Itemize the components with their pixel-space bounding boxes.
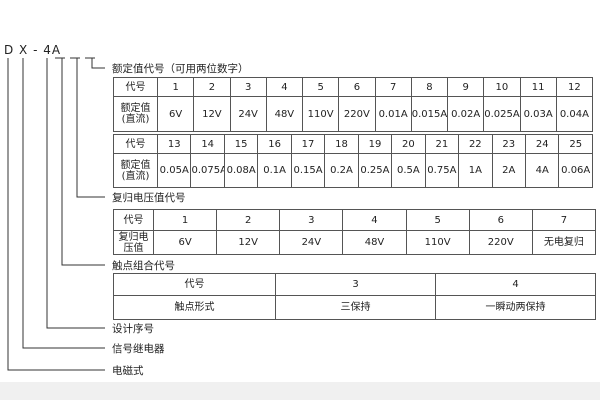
value-cell: 110V xyxy=(301,96,340,132)
code-cell: 6 xyxy=(338,77,376,97)
value-cell: 0.75A xyxy=(424,153,460,188)
value-cell: 220V xyxy=(468,230,533,255)
code-cell: 16 xyxy=(257,134,292,154)
code-cell: 3 xyxy=(229,77,267,97)
rated-label: 额定值代号（可用两位数字） xyxy=(112,63,249,75)
code-cell: 2 xyxy=(193,77,231,97)
design-label: 设计序号 xyxy=(112,323,154,335)
reset-label: 复归电压值代号 xyxy=(112,192,186,204)
code-cell: 1 xyxy=(152,209,218,231)
bottom-strip xyxy=(0,382,600,400)
em-label: 电磁式 xyxy=(112,365,144,377)
value-cell: 0.15A xyxy=(290,153,326,188)
code-cell: 5 xyxy=(405,209,470,231)
code-cell: 22 xyxy=(458,134,493,154)
value-cell: 48V xyxy=(265,96,304,132)
value-cell: 12V xyxy=(193,96,231,132)
code-cell: 3 xyxy=(279,209,344,231)
value-cell: 0.08A xyxy=(223,153,259,188)
value-cell: 110V xyxy=(405,230,470,255)
value-cell: 24V xyxy=(229,96,267,132)
code-cell: 1 xyxy=(156,77,195,97)
value-cell: 6V xyxy=(156,96,195,132)
value-cell: 220V xyxy=(338,96,376,132)
rated-table-2: 代号 13 14 15 16 17 18 19 20 21 22 23 24 25 额定值 (直流) 0.05… xyxy=(113,134,593,188)
code-cell: 21 xyxy=(424,134,460,154)
row-label-cell: 额定值 (直流) xyxy=(113,96,158,132)
header-cell: 代号 xyxy=(113,77,158,97)
code-cell: 24 xyxy=(524,134,560,154)
code-cell: 4 xyxy=(342,209,407,231)
code-cell: 13 xyxy=(156,134,192,154)
value-cell: 0.02A xyxy=(446,96,485,132)
row-label-cell: 复归电压值 xyxy=(113,230,154,255)
code-cell: 6 xyxy=(468,209,533,231)
code-cell: 3 xyxy=(275,273,436,296)
value-cell: 0.025A xyxy=(483,96,521,132)
code-cell: 23 xyxy=(491,134,526,154)
value-cell: 0.06A xyxy=(558,153,593,188)
code-cell: 18 xyxy=(324,134,359,154)
rated-table-1: 代号 1 2 3 4 5 6 7 8 9 10 11 12 额定值 (直流) 6V 12V 24V 48V 110V… xyxy=(113,77,594,132)
value-cell: 0.1A xyxy=(257,153,292,188)
value-cell: 一瞬动两保持 xyxy=(435,295,596,320)
code-cell: 4 xyxy=(435,273,596,296)
value-cell: 1A xyxy=(458,153,493,188)
value-cell: 0.01A xyxy=(374,96,412,132)
contact-label: 触点组合代号 xyxy=(112,260,175,272)
row-label-cell: 触点形式 xyxy=(113,295,276,320)
value-cell: 0.04A xyxy=(555,96,594,132)
value-cell: 0.03A xyxy=(519,96,557,132)
code-cell: 11 xyxy=(519,77,557,97)
code-cell: 2 xyxy=(216,209,281,231)
header-cell: 代号 xyxy=(113,134,158,154)
code-cell: 4 xyxy=(265,77,304,97)
code-cell: 9 xyxy=(446,77,485,97)
code-cell: 8 xyxy=(410,77,449,97)
header-cell: 代号 xyxy=(113,273,276,296)
value-cell: 0.2A xyxy=(324,153,359,188)
contact-table: 代号 3 4 触点形式 三保持 一瞬动两保持 xyxy=(113,273,596,320)
header-cell: 代号 xyxy=(113,209,154,231)
value-cell: 24V xyxy=(279,230,344,255)
value-cell: 0.015A xyxy=(410,96,449,132)
value-cell: 0.075A xyxy=(190,153,225,188)
code-cell: 20 xyxy=(391,134,426,154)
value-cell: 三保持 xyxy=(275,295,436,320)
code-cell: 17 xyxy=(290,134,326,154)
value-cell: 2A xyxy=(491,153,526,188)
code-cell: 15 xyxy=(223,134,259,154)
code-cell: 7 xyxy=(374,77,412,97)
code-cell: 5 xyxy=(301,77,340,97)
value-cell: 0.25A xyxy=(357,153,393,188)
code-cell: 25 xyxy=(558,134,593,154)
reset-table: 代号 1 2 3 4 5 6 7 复归电压值 6V 12V 24V 48V 110V 220V 无电复归 xyxy=(113,209,597,255)
code-cell: 19 xyxy=(357,134,393,154)
value-cell: 48V xyxy=(342,230,407,255)
value-cell: 0.05A xyxy=(156,153,192,188)
value-cell: 12V xyxy=(216,230,281,255)
code-cell: 10 xyxy=(483,77,521,97)
value-cell: 无电复归 xyxy=(531,230,597,255)
code-cell: 7 xyxy=(531,209,597,231)
value-cell: 6V xyxy=(152,230,218,255)
row-label-cell: 额定值 (直流) xyxy=(113,153,158,188)
model-code: D X - 4A xyxy=(4,43,62,57)
code-cell: 14 xyxy=(190,134,225,154)
value-cell: 4A xyxy=(524,153,560,188)
value-cell: 0.5A xyxy=(391,153,426,188)
code-cell: 12 xyxy=(555,77,594,97)
signal-label: 信号继电器 xyxy=(112,343,165,355)
